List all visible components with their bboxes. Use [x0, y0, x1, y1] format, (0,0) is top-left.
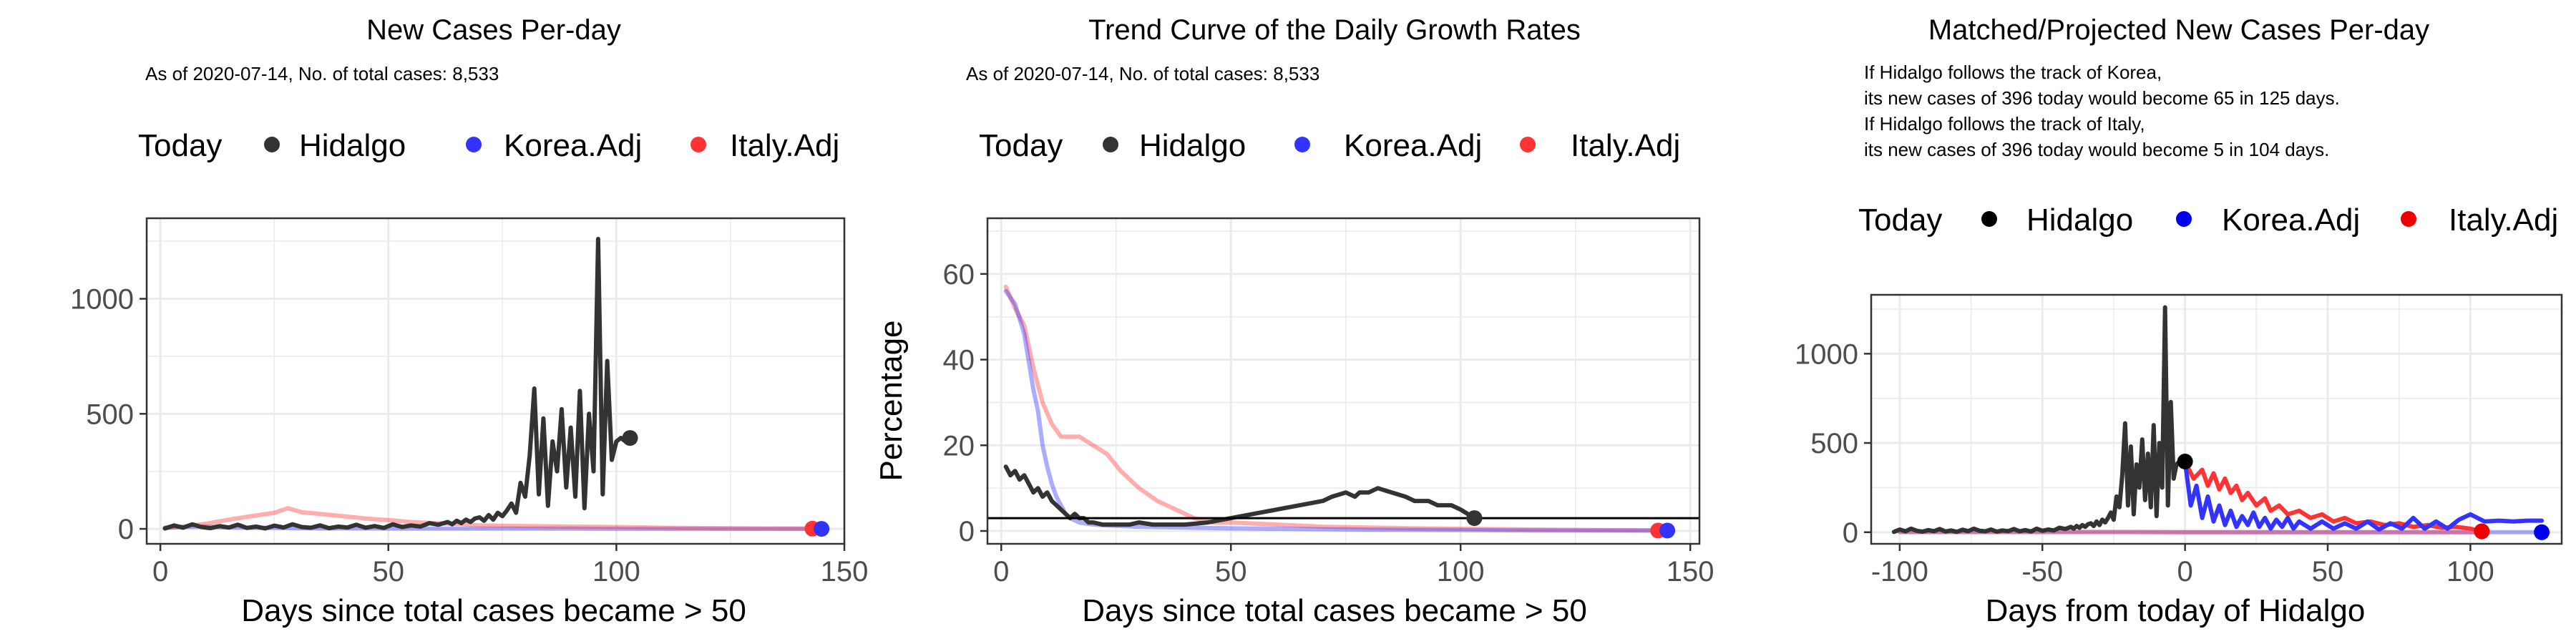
chart-3-subtitle-line-2: its new cases of 396 today would become … [1864, 87, 2340, 109]
chart-1-x-tick-label: 100 [592, 556, 640, 587]
chart-2-plot-area: 0 50 100 150 0 20 40 60 [943, 217, 1714, 587]
chart-2-series-hidalgo [1003, 464, 1477, 527]
chart-3-panel-border [1870, 293, 2563, 545]
chart-2-x-axis-label: Days since total cases became > 50 [1082, 593, 1587, 628]
chart-3-today-point-italy [2474, 523, 2490, 540]
chart-2-legend-marker-italy [1520, 137, 1536, 152]
chart-3-subtitle-line-3: If Hidalgo follows the track of Italy, [1864, 113, 2145, 135]
chart-3-legend-hidalgo: Hidalgo [2026, 203, 2133, 238]
chart-2-y-tick-label: 0 [959, 516, 975, 547]
chart-2-legend-italy: Italy.Adj [1571, 128, 1680, 163]
chart-2-x-tick-label: 150 [1667, 556, 1714, 587]
chart-3-legend-marker-italy [2401, 211, 2416, 227]
chart-2-legend-marker-korea [1294, 137, 1310, 152]
chart-2-y-tick-label: 20 [943, 430, 975, 462]
chart-3-series-italy-adj [2182, 459, 2484, 534]
chart-1-title: New Cases Per-day [366, 14, 621, 46]
chart-3-x-tick-label: -100 [1871, 556, 1928, 587]
chart-panel-2: Trend Curve of the Daily Growth Rates As… [874, 14, 1714, 628]
chart-1-legend-marker-italy [691, 137, 706, 152]
chart-2-series-italy-adj [1003, 284, 1661, 533]
chart-2-y-axis-label: Percentage [874, 320, 909, 481]
chart-1-y-tick-label: 500 [86, 399, 134, 430]
chart-3-x-tick-label: 100 [2446, 556, 2494, 587]
chart-1-today-point-hidalgo [622, 430, 638, 447]
chart-3-subtitle-line-1: If Hidalgo follows the track of Korea, [1864, 62, 2162, 83]
chart-3-x-tick-label: 50 [2312, 556, 2344, 587]
chart-3-x-tick-label: 0 [2177, 556, 2193, 587]
chart-2-legend-hidalgo: Hidalgo [1139, 128, 1246, 163]
chart-1-legend-title: Today [138, 128, 222, 163]
chart-3-x-tick-label: -50 [2021, 556, 2063, 587]
chart-3-series-korea-adj [2182, 459, 2545, 532]
chart-3-legend-marker-korea [2176, 211, 2192, 227]
chart-3-y-tick-label: 500 [1810, 428, 1858, 459]
chart-2-today-point-hidalgo [1466, 510, 1483, 527]
chart-panel-3: Matched/Projected New Cases Per-day If H… [1795, 14, 2563, 628]
chart-2-legend-title: Today [979, 128, 1063, 163]
chart-1-x-tick-label: 0 [152, 556, 168, 587]
chart-1-y-tick-label: 1000 [70, 284, 134, 316]
chart-2-y-tick-label: 40 [943, 345, 975, 376]
chart-1-panel-bg [147, 218, 844, 544]
chart-2-x-tick-label: 0 [993, 556, 1009, 587]
chart-1-legend-korea: Korea.Adj [504, 128, 642, 163]
chart-1-panel-border [145, 217, 846, 545]
chart-3-y-tick-label: 1000 [1795, 338, 1858, 370]
chart-3-subtitle-line-4: its new cases of 396 today would become … [1864, 139, 2329, 160]
chart-3-title: Matched/Projected New Cases Per-day [1928, 14, 2429, 46]
chart-3-panel-bg [1871, 295, 2562, 544]
chart-3-series-hidalgo [1891, 305, 2187, 535]
chart-3-legend-italy: Italy.Adj [2449, 203, 2558, 238]
chart-1-x-tick-label: 150 [821, 556, 869, 587]
chart-3-today-point-korea [2534, 524, 2550, 540]
chart-1-today-point-korea [814, 521, 830, 537]
chart-1-legend-hidalgo: Hidalgo [299, 128, 406, 163]
chart-2-panel-border [986, 217, 1701, 545]
chart-1-legend: Today Hidalgo Korea.Adj Italy.Adj [138, 128, 839, 163]
chart-2-legend-korea: Korea.Adj [1344, 128, 1482, 163]
chart-2-panel-bg [987, 218, 1699, 544]
chart-1-subtitle: As of 2020-07-14, No. of total cases: 8,… [145, 63, 499, 84]
chart-3-x-axis-label: Days from today of Hidalgo [1986, 593, 2366, 628]
chart-1-legend-marker-hidalgo [264, 137, 280, 152]
chart-1-series-hidalgo [162, 236, 633, 531]
chart-1-x-tick-label: 50 [372, 556, 404, 587]
chart-2-y-tick-label: 60 [943, 259, 975, 291]
chart-3-legend-marker-hidalgo [1981, 211, 1997, 227]
chart-1-x-axis-label: Days since total cases became > 50 [241, 593, 746, 628]
chart-panel-1: New Cases Per-day As of 2020-07-14, No. … [70, 14, 868, 628]
chart-1-legend-italy: Italy.Adj [730, 128, 839, 163]
chart-1-legend-marker-korea [466, 137, 482, 152]
chart-1-plot-area: 0 50 100 150 0 500 1000 [70, 217, 869, 587]
chart-2-subtitle: As of 2020-07-14, No. of total cases: 8,… [966, 63, 1319, 84]
chart-3-y-tick-label: 0 [1843, 517, 1858, 549]
chart-3-legend-korea: Korea.Adj [2222, 203, 2360, 238]
chart-1-series-italy-adj [162, 506, 815, 531]
chart-3-legend-title: Today [1858, 203, 1942, 238]
chart-2-x-tick-label: 50 [1215, 556, 1247, 587]
chart-2-legend-marker-hidalgo [1103, 137, 1118, 152]
chart-1-y-tick-label: 0 [118, 514, 134, 545]
chart-2-legend: Today Hidalgo Korea.Adj Italy.Adj [979, 128, 1680, 163]
chart-2-today-point-korea [1659, 522, 1676, 539]
chart-3-today-point-hidalgo [2177, 453, 2193, 469]
chart-3-legend: Today Hidalgo Korea.Adj Italy.Adj [1858, 203, 2558, 238]
chart-2-x-tick-label: 100 [1437, 556, 1485, 587]
chart-2-title: Trend Curve of the Daily Growth Rates [1088, 14, 1581, 46]
